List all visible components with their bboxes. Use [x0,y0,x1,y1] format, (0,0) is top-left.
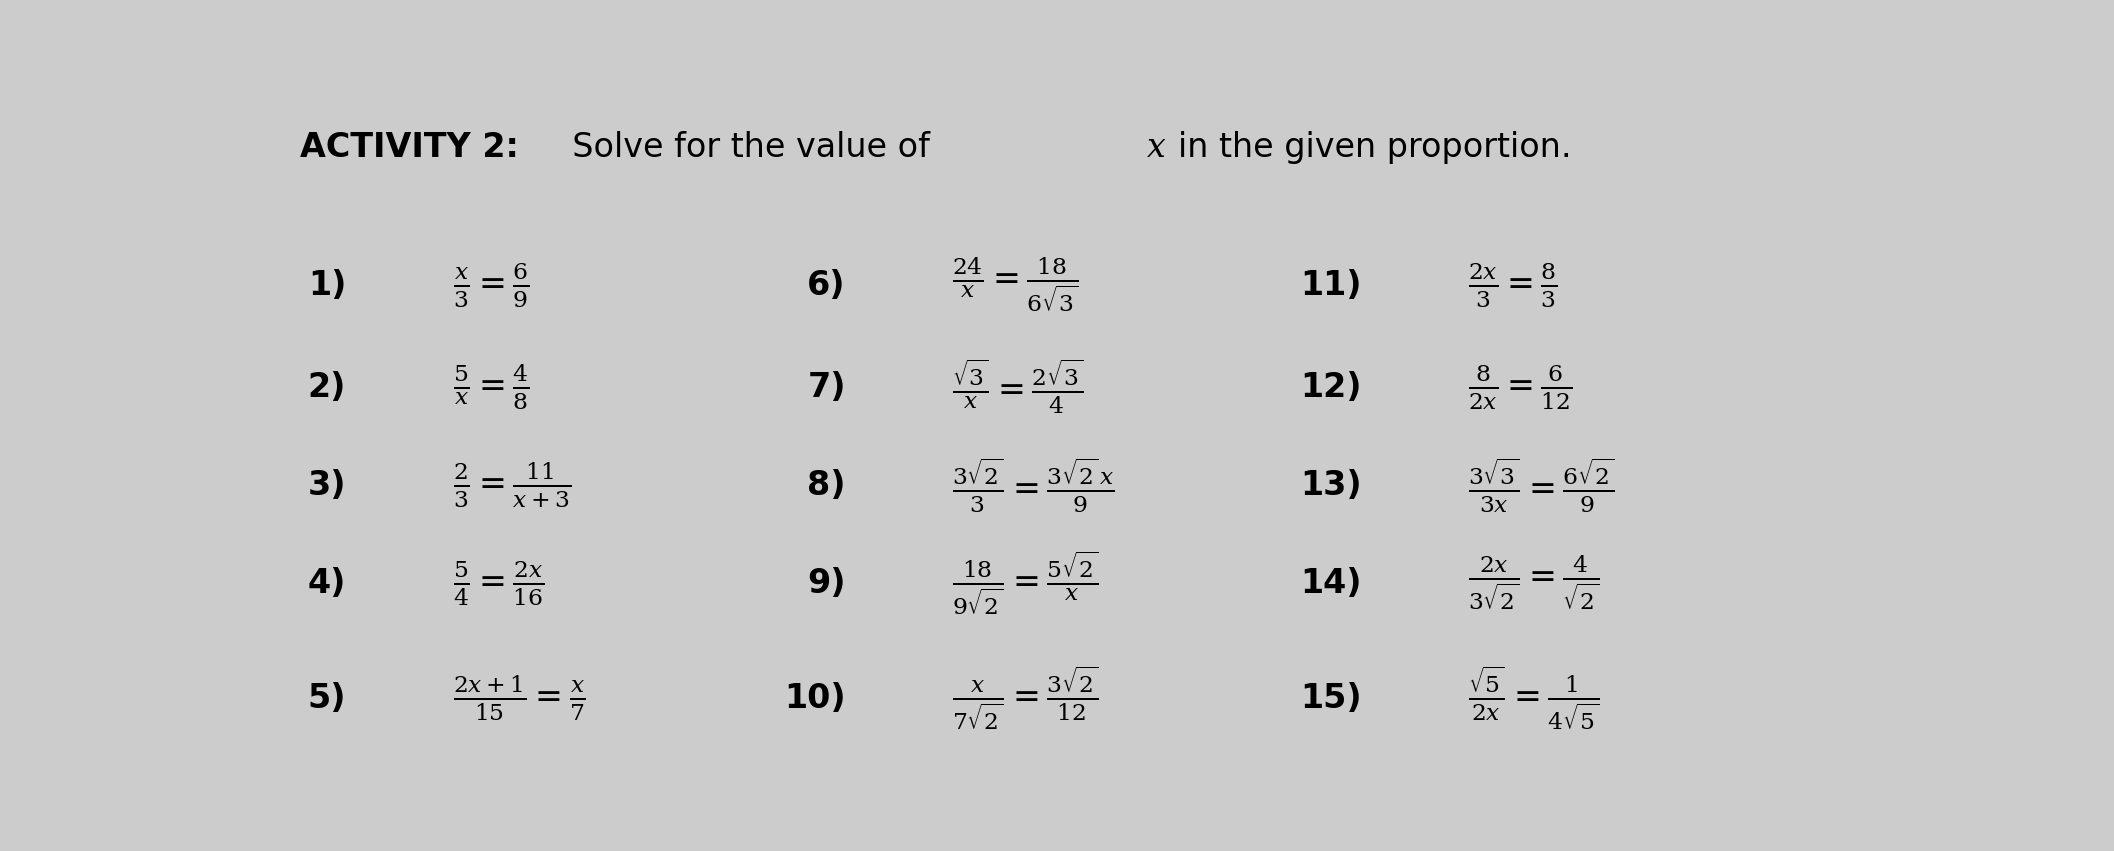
Text: 6): 6) [808,269,846,302]
Text: 9): 9) [808,568,846,600]
Text: 11): 11) [1300,269,1361,302]
Text: 14): 14) [1300,568,1361,600]
Text: 2): 2) [309,371,347,403]
Text: $\frac{18}{9\sqrt{2}} = \frac{5\sqrt{2}}{x}$: $\frac{18}{9\sqrt{2}} = \frac{5\sqrt{2}}… [953,550,1099,618]
Text: $\frac{5}{x} = \frac{4}{8}$: $\frac{5}{x} = \frac{4}{8}$ [452,363,528,412]
Text: $\frac{5}{4} = \frac{2x}{16}$: $\frac{5}{4} = \frac{2x}{16}$ [452,559,543,608]
Text: $\frac{3\sqrt{3}}{3x} = \frac{6\sqrt{2}}{9}$: $\frac{3\sqrt{3}}{3x} = \frac{6\sqrt{2}}… [1469,456,1615,515]
Text: ACTIVITY 2:: ACTIVITY 2: [300,132,520,164]
Text: $\frac{x}{7\sqrt{2}} = \frac{3\sqrt{2}}{12}$: $\frac{x}{7\sqrt{2}} = \frac{3\sqrt{2}}{… [953,665,1099,733]
Text: $\frac{2x}{3\sqrt{2}} = \frac{4}{\sqrt{2}}$: $\frac{2x}{3\sqrt{2}} = \frac{4}{\sqrt{2… [1469,554,1600,614]
Text: $\frac{2x}{3} = \frac{8}{3}$: $\frac{2x}{3} = \frac{8}{3}$ [1469,261,1558,311]
Text: $x$: $x$ [1146,132,1167,164]
Text: 8): 8) [808,469,846,502]
Text: 1): 1) [309,269,347,302]
Text: 3): 3) [309,469,347,502]
Text: Solve for the value of: Solve for the value of [552,132,930,164]
Text: $\frac{x}{3} = \frac{6}{9}$: $\frac{x}{3} = \frac{6}{9}$ [452,261,528,311]
Text: $\frac{8}{2x} = \frac{6}{12}$: $\frac{8}{2x} = \frac{6}{12}$ [1469,363,1573,412]
Text: $\frac{3\sqrt{2}}{3} = \frac{3\sqrt{2}\,x}{9}$: $\frac{3\sqrt{2}}{3} = \frac{3\sqrt{2}\,… [953,456,1116,515]
Text: 10): 10) [784,682,846,715]
Text: 7): 7) [808,371,846,403]
Text: $\frac{24}{x} = \frac{18}{6\sqrt{3}}$: $\frac{24}{x} = \frac{18}{6\sqrt{3}}$ [953,256,1078,315]
Text: $\frac{\sqrt{3}}{x} = \frac{2\sqrt{3}}{4}$: $\frac{\sqrt{3}}{x} = \frac{2\sqrt{3}}{4… [953,358,1084,416]
Text: 4): 4) [309,568,347,600]
Text: in the given proportion.: in the given proportion. [1177,132,1573,164]
Text: $\frac{\sqrt{5}}{2x} = \frac{1}{4\sqrt{5}}$: $\frac{\sqrt{5}}{2x} = \frac{1}{4\sqrt{5… [1469,665,1600,733]
Text: $\frac{2x+1}{15} = \frac{x}{7}$: $\frac{2x+1}{15} = \frac{x}{7}$ [452,674,586,723]
Text: 5): 5) [309,682,347,715]
Text: $\frac{2}{3} = \frac{11}{x+3}$: $\frac{2}{3} = \frac{11}{x+3}$ [452,460,571,510]
Text: 15): 15) [1300,682,1361,715]
Text: 12): 12) [1300,371,1361,403]
Text: 13): 13) [1300,469,1361,502]
